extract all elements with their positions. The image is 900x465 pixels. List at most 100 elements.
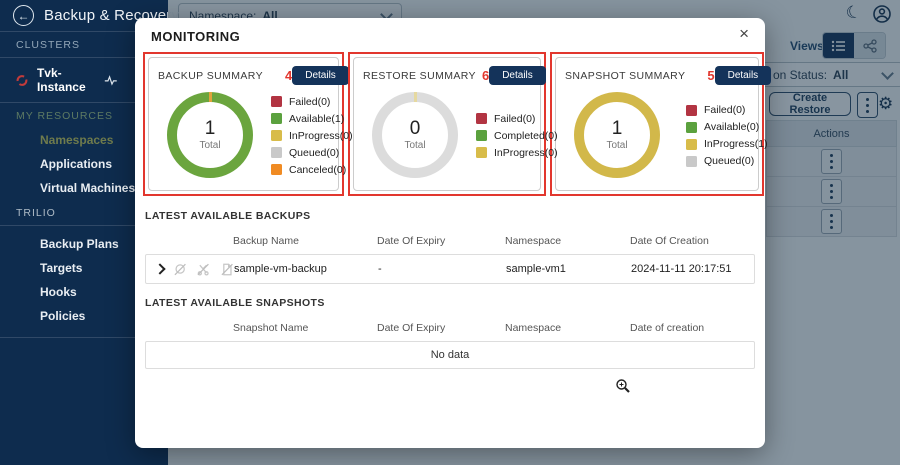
legend-item: Queued(0) — [271, 147, 353, 159]
legend-swatch — [476, 130, 487, 141]
scissors-slash-icon — [196, 262, 210, 277]
legend-swatch — [476, 147, 487, 158]
column-header: Backup Name — [233, 235, 377, 247]
donut-total-label: Total — [606, 140, 627, 151]
section-title: LATEST AVAILABLE SNAPSHOTS — [145, 297, 755, 309]
legend: Failed(0) Available(0) InProgress(1) Que… — [686, 85, 768, 186]
magnifier-icon — [615, 378, 631, 399]
legend-label: Canceled(0) — [289, 164, 346, 176]
card-title: RESTORE SUMMARY — [363, 70, 476, 82]
legend-item: Failed(0) — [476, 113, 558, 125]
column-header: Namespace — [505, 322, 630, 334]
snapshots-table-header: Snapshot Name Date Of Expiry Namespace D… — [145, 322, 755, 334]
column-header: Namespace — [505, 235, 630, 247]
annotation-number: 5 — [707, 68, 714, 83]
legend-label: InProgress(1) — [704, 138, 768, 150]
date-of-creation-cell: 2024-11-11 20:17:51 — [631, 263, 754, 275]
legend-swatch — [271, 164, 282, 175]
details-button[interactable]: Details — [489, 66, 546, 85]
legend-swatch — [686, 156, 697, 167]
legend-swatch — [271, 147, 282, 158]
legend-item: InProgress(0) — [271, 130, 353, 142]
latest-backups-section: LATEST AVAILABLE BACKUPS Backup Name Dat… — [145, 210, 755, 284]
circle-slash-icon — [173, 262, 187, 277]
legend-swatch — [686, 122, 697, 133]
back-arrow-icon: ← — [18, 9, 30, 23]
donut-tick — [414, 92, 417, 102]
no-data-row: No data — [145, 341, 755, 369]
date-of-expiry-cell: - — [378, 263, 506, 275]
activity-pulse-icon[interactable] — [104, 73, 118, 88]
back-button[interactable]: ← — [13, 5, 34, 26]
latest-snapshots-section: LATEST AVAILABLE SNAPSHOTS Snapshot Name… — [145, 297, 755, 369]
legend-swatch — [271, 96, 282, 107]
donut-total-label: Total — [199, 140, 220, 151]
annotation-number: 6 — [482, 68, 489, 83]
legend-item: Failed(0) — [686, 104, 768, 116]
modal-title: MONITORING — [151, 29, 240, 44]
legend-label: Failed(0) — [494, 113, 535, 125]
section-title: LATEST AVAILABLE BACKUPS — [145, 210, 755, 222]
donut-tick — [209, 92, 212, 102]
legend-label: Failed(0) — [704, 104, 745, 116]
namespace-cell: sample-vm1 — [506, 263, 631, 275]
legend-swatch — [271, 113, 282, 124]
legend-item: InProgress(0) — [476, 147, 558, 159]
column-header: Date Of Expiry — [377, 235, 505, 247]
legend-label: InProgress(0) — [289, 130, 353, 142]
legend-label: Queued(0) — [289, 147, 339, 159]
summary-cards-row: BACKUP SUMMARY 4 Details 1 Total Failed(… — [143, 52, 764, 196]
legend-swatch — [271, 130, 282, 141]
legend-label: Completed(0) — [494, 130, 558, 142]
snapshot-donut-chart: 1 Total — [574, 92, 660, 178]
legend-swatch — [686, 139, 697, 150]
screen: Namespace: All ☾ Views: — [0, 0, 900, 465]
backup-table-row[interactable]: sample-vm-backup - sample-vm1 2024-11-11… — [145, 254, 755, 284]
legend-item: Completed(0) — [476, 130, 558, 142]
instance-refresh-icon — [16, 73, 28, 88]
expand-row-icon[interactable] — [154, 263, 165, 274]
donut-total-value: 1 — [612, 119, 623, 138]
legend-label: Available(0) — [704, 121, 759, 133]
legend-item: InProgress(1) — [686, 138, 768, 150]
donut-total-value: 1 — [205, 119, 216, 138]
monitoring-modal: MONITORING × BACKUP SUMMARY 4 Details 1 … — [135, 18, 765, 448]
close-icon[interactable]: × — [739, 24, 749, 44]
column-header: Date Of Creation — [630, 235, 755, 247]
details-button[interactable]: Details — [292, 66, 349, 85]
file-slash-icon — [220, 262, 234, 277]
legend-item: Canceled(0) — [271, 164, 353, 176]
legend-item: Queued(0) — [686, 155, 768, 167]
backup-name-cell: sample-vm-backup — [234, 263, 378, 275]
legend-item: Available(0) — [686, 121, 768, 133]
annotation-box-backup: BACKUP SUMMARY 4 Details 1 Total Failed(… — [143, 52, 344, 196]
instance-label: Tvk-Instance — [37, 66, 95, 94]
snapshot-summary-card: SNAPSHOT SUMMARY 5 Details 1 Total Faile… — [555, 57, 759, 191]
legend: Failed(0) Completed(0) InProgress(0) — [476, 85, 558, 186]
legend-swatch — [686, 105, 697, 116]
restore-summary-card: RESTORE SUMMARY 6 Details 0 Total Failed… — [353, 57, 541, 191]
legend-item: Available(1) — [271, 113, 353, 125]
restore-donut-chart: 0 Total — [372, 92, 458, 178]
details-button[interactable]: Details — [715, 66, 772, 85]
annotation-box-snapshot: SNAPSHOT SUMMARY 5 Details 1 Total Faile… — [550, 52, 764, 196]
donut-total-label: Total — [404, 140, 425, 151]
backup-donut-chart: 1 Total — [167, 92, 253, 178]
card-title: BACKUP SUMMARY — [158, 70, 263, 82]
backup-summary-card: BACKUP SUMMARY 4 Details 1 Total Failed(… — [148, 57, 339, 191]
legend: Failed(0) Available(1) InProgress(0) Que… — [271, 85, 353, 186]
column-header: Date of creation — [630, 322, 755, 334]
backups-table-header: Backup Name Date Of Expiry Namespace Dat… — [145, 235, 755, 247]
legend-item: Failed(0) — [271, 96, 353, 108]
donut-total-value: 0 — [410, 119, 421, 138]
column-header: Date Of Expiry — [377, 322, 505, 334]
legend-swatch — [476, 113, 487, 124]
card-title: SNAPSHOT SUMMARY — [565, 70, 685, 82]
legend-label: Queued(0) — [704, 155, 754, 167]
annotation-number: 4 — [285, 68, 292, 83]
annotation-box-restore: RESTORE SUMMARY 6 Details 0 Total Failed… — [348, 52, 546, 196]
column-header: Snapshot Name — [233, 322, 377, 334]
legend-label: Available(1) — [289, 113, 344, 125]
legend-label: InProgress(0) — [494, 147, 558, 159]
legend-label: Failed(0) — [289, 96, 330, 108]
